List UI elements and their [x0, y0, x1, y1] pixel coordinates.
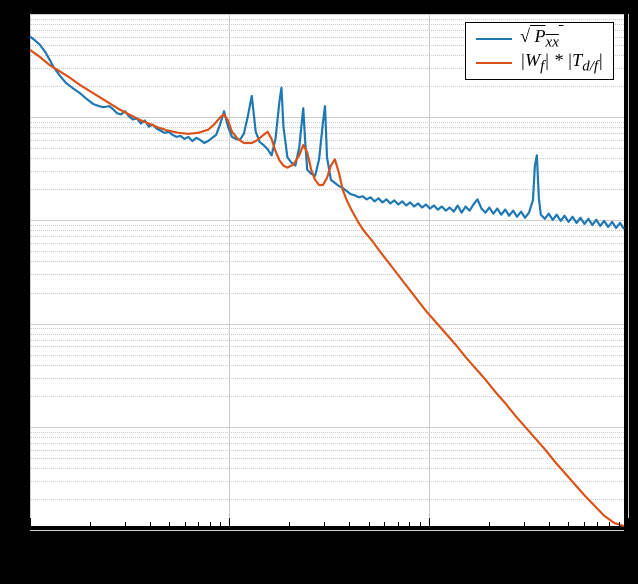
plot-area: √ Pxx |Wf| * |Td/f| [28, 12, 626, 528]
legend-swatch-wf [476, 62, 512, 65]
legend-label-wf: |Wf| * |Td/f| [520, 50, 603, 76]
legend-item-wf: |Wf| * |Td/f| [476, 51, 603, 75]
legend-item-pxx: √ Pxx [476, 27, 603, 51]
trace-Wf_Tdf [30, 50, 624, 526]
trace-layer [30, 14, 624, 526]
legend-swatch-pxx [476, 38, 512, 41]
legend: √ Pxx |Wf| * |Td/f| [465, 22, 614, 80]
legend-label-pxx: √ Pxx [520, 26, 563, 52]
